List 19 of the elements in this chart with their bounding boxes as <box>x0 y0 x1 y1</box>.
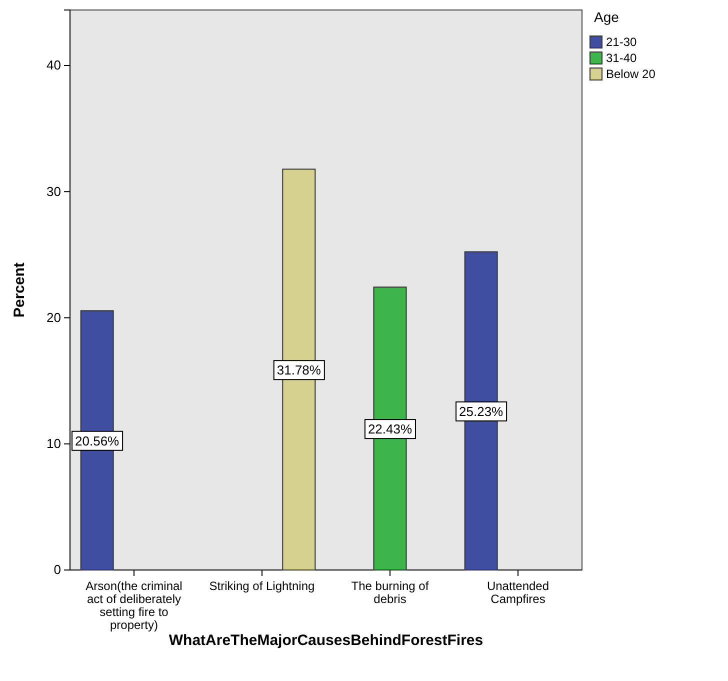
y-tick-label: 0 <box>54 562 61 578</box>
x-tick-label: Arson(the criminal act of deliberately setting fire to property) <box>86 579 182 632</box>
y-axis-title: Percent <box>11 262 28 318</box>
y-tick-label: 10 <box>46 436 61 452</box>
data-label: 20.56% <box>75 433 120 448</box>
x-tick-label: The burning of debris <box>351 579 430 606</box>
data-label: 31.78% <box>276 362 322 378</box>
y-tick-label: 20 <box>46 310 61 325</box>
y-tick-label: 40 <box>46 58 61 73</box>
legend-label: Below 20 <box>606 67 656 81</box>
x-tick-label: Unattended Campfires <box>486 579 550 606</box>
legend-label: 21-30 <box>606 35 638 49</box>
legend-title: Age <box>594 9 620 25</box>
legend-label: 31-40 <box>606 51 638 65</box>
x-axis-title: WhatAreTheMajorCausesBehindForestFires <box>168 632 484 649</box>
data-label: 25.23% <box>459 404 504 419</box>
data-label: 22.43% <box>368 422 412 437</box>
y-tick-label: 30 <box>46 184 61 199</box>
x-tick-label: Striking of Lightning <box>209 579 315 593</box>
